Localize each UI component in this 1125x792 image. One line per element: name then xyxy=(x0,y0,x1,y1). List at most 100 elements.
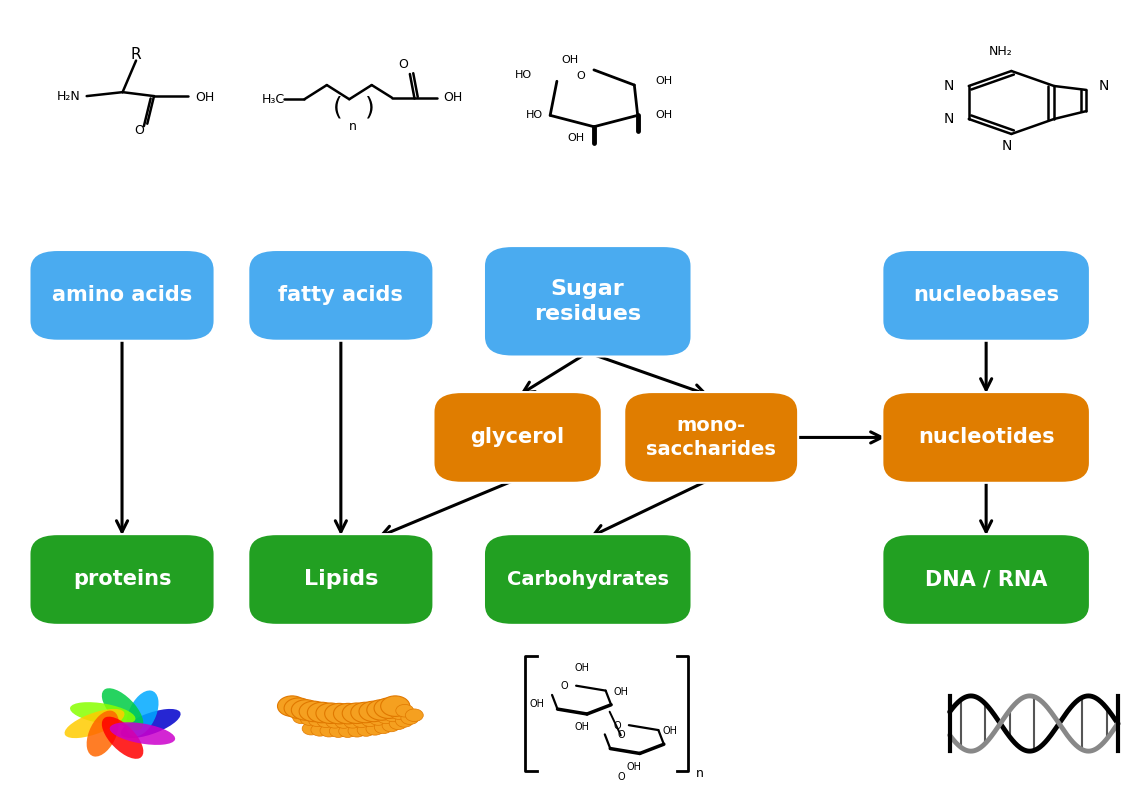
Ellipse shape xyxy=(70,703,135,725)
Circle shape xyxy=(344,715,361,728)
Text: O: O xyxy=(616,772,624,782)
Circle shape xyxy=(369,713,387,725)
FancyBboxPatch shape xyxy=(882,534,1090,625)
Text: fatty acids: fatty acids xyxy=(278,285,403,306)
Circle shape xyxy=(357,724,375,737)
Circle shape xyxy=(310,724,328,736)
Ellipse shape xyxy=(126,691,159,737)
Circle shape xyxy=(375,698,403,718)
Text: H₃C: H₃C xyxy=(261,93,285,106)
Text: Carbohydrates: Carbohydrates xyxy=(506,570,668,589)
Text: NH₂: NH₂ xyxy=(988,45,1012,58)
Text: ): ) xyxy=(364,95,375,119)
Circle shape xyxy=(359,701,388,722)
Text: R: R xyxy=(130,47,142,62)
Text: mono-
saccharides: mono- saccharides xyxy=(646,416,776,459)
Circle shape xyxy=(396,704,414,717)
Text: nucleotides: nucleotides xyxy=(918,428,1054,447)
Text: nucleobases: nucleobases xyxy=(914,285,1060,306)
Text: O: O xyxy=(613,721,621,731)
Circle shape xyxy=(317,715,335,728)
Circle shape xyxy=(326,715,344,728)
Text: OH: OH xyxy=(529,699,544,709)
Circle shape xyxy=(299,701,328,722)
Circle shape xyxy=(300,713,318,725)
Text: n: n xyxy=(349,120,357,133)
Circle shape xyxy=(292,711,310,724)
Circle shape xyxy=(384,709,402,722)
Circle shape xyxy=(400,712,418,725)
FancyBboxPatch shape xyxy=(882,392,1090,483)
Ellipse shape xyxy=(64,709,125,738)
Text: N: N xyxy=(944,79,954,93)
Circle shape xyxy=(333,703,362,724)
Text: OH: OH xyxy=(561,55,579,66)
Ellipse shape xyxy=(110,722,176,745)
Circle shape xyxy=(377,711,395,724)
FancyBboxPatch shape xyxy=(484,534,692,625)
Text: N: N xyxy=(1099,79,1109,93)
Circle shape xyxy=(291,699,321,720)
Text: OH: OH xyxy=(574,722,590,733)
Circle shape xyxy=(285,698,313,718)
Text: (: ( xyxy=(333,95,343,119)
Circle shape xyxy=(351,703,380,723)
Circle shape xyxy=(389,717,407,729)
Text: proteins: proteins xyxy=(73,569,171,589)
Circle shape xyxy=(367,699,396,720)
Circle shape xyxy=(330,725,348,737)
Ellipse shape xyxy=(102,688,143,730)
Circle shape xyxy=(352,715,370,728)
Circle shape xyxy=(307,703,336,723)
Text: OH: OH xyxy=(627,762,642,772)
Text: O: O xyxy=(560,681,568,691)
Text: O: O xyxy=(135,124,144,136)
Circle shape xyxy=(390,707,408,719)
Circle shape xyxy=(325,703,354,724)
Circle shape xyxy=(319,725,337,737)
Text: N: N xyxy=(1001,139,1012,153)
Text: OH: OH xyxy=(656,110,673,120)
Circle shape xyxy=(278,696,307,717)
Circle shape xyxy=(366,722,384,735)
FancyBboxPatch shape xyxy=(29,534,215,625)
Circle shape xyxy=(405,709,423,722)
FancyBboxPatch shape xyxy=(249,534,433,625)
Circle shape xyxy=(316,703,345,724)
Circle shape xyxy=(380,696,409,717)
Text: OH: OH xyxy=(443,91,462,105)
Text: glycerol: glycerol xyxy=(470,428,565,447)
Text: Lipids: Lipids xyxy=(304,569,378,589)
Text: Sugar
residues: Sugar residues xyxy=(534,279,641,324)
Text: OH: OH xyxy=(613,687,629,697)
Circle shape xyxy=(361,714,379,726)
Ellipse shape xyxy=(87,710,119,756)
FancyBboxPatch shape xyxy=(624,392,798,483)
Text: HO: HO xyxy=(526,110,543,120)
Text: O: O xyxy=(398,58,408,71)
FancyBboxPatch shape xyxy=(29,250,215,341)
Text: n: n xyxy=(695,767,703,780)
Circle shape xyxy=(303,722,321,735)
Text: DNA / RNA: DNA / RNA xyxy=(925,569,1047,589)
Text: O: O xyxy=(577,70,585,81)
Circle shape xyxy=(382,719,400,732)
Circle shape xyxy=(348,725,366,737)
Circle shape xyxy=(375,721,393,733)
Text: OH: OH xyxy=(567,133,585,143)
Text: OH: OH xyxy=(663,726,677,737)
Text: OH: OH xyxy=(656,76,673,86)
Text: HO: HO xyxy=(514,70,532,80)
Circle shape xyxy=(342,703,371,724)
Circle shape xyxy=(335,716,353,729)
FancyBboxPatch shape xyxy=(882,250,1090,341)
FancyBboxPatch shape xyxy=(249,250,433,341)
FancyBboxPatch shape xyxy=(433,392,602,483)
Ellipse shape xyxy=(120,709,181,738)
FancyBboxPatch shape xyxy=(484,246,692,356)
Text: OH: OH xyxy=(574,663,590,673)
Ellipse shape xyxy=(102,717,143,759)
Text: N: N xyxy=(944,112,954,126)
Text: H₂N: H₂N xyxy=(57,89,81,103)
Circle shape xyxy=(339,725,357,737)
